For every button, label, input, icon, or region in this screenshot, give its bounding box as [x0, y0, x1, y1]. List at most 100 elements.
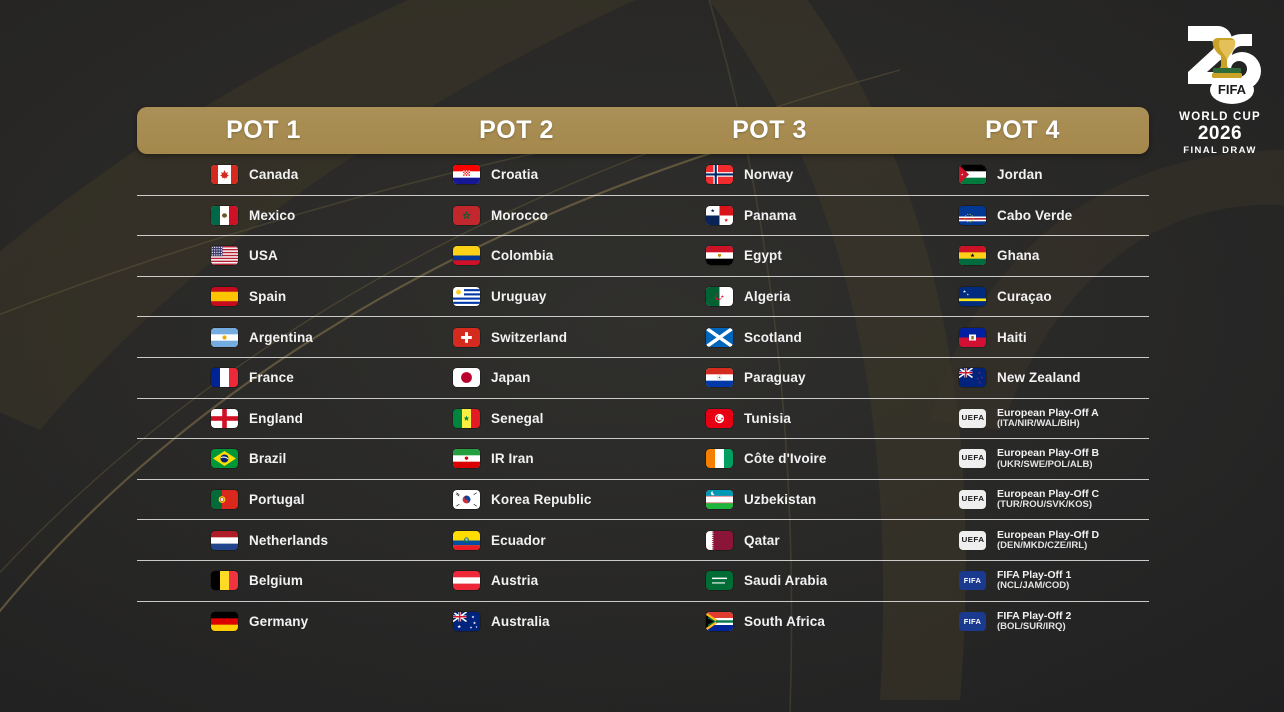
table-row[interactable]: IR Iran: [390, 438, 643, 479]
table-row[interactable]: Croatia: [390, 154, 643, 195]
team-name: Spain: [249, 289, 287, 305]
table-row[interactable]: New Zealand: [896, 356, 1149, 398]
table-row[interactable]: Netherlands: [137, 519, 390, 560]
fifa-world-cup-2026-logo: FIFA WORLD CUP 2026 FINAL DRAW: [1174, 16, 1266, 156]
table-row[interactable]: UEFA European Play-Off A (ITA/NIR/WAL/BIH): [896, 397, 1149, 439]
table-row[interactable]: Algeria: [643, 275, 896, 317]
uzbekistan-flag: [706, 490, 733, 510]
table-row[interactable]: Germany: [137, 600, 390, 642]
team-name: Egypt: [744, 248, 783, 264]
playoff-participants: (NCL/JAM/COD): [997, 580, 1070, 592]
table-row[interactable]: Austria: [390, 559, 643, 601]
table-row[interactable]: Brazil: [137, 438, 390, 479]
team-name: Korea Republic: [491, 492, 592, 508]
table-row[interactable]: Tunisia: [643, 397, 896, 439]
switzerland-flag: [453, 327, 480, 347]
table-row[interactable]: Argentina: [137, 316, 390, 357]
team-name: Mexico: [249, 207, 296, 223]
table-row[interactable]: Portugal: [137, 478, 390, 520]
england-flag: [211, 408, 238, 428]
table-row[interactable]: Spain: [137, 275, 390, 317]
table-row[interactable]: Mexico: [137, 194, 390, 236]
table-row[interactable]: Ecuador: [390, 519, 643, 560]
team-name: Belgium: [249, 573, 303, 589]
pot-column-3: Norway Panama Egypt Algeria Scotland Paraguay…: [643, 154, 896, 641]
table-row[interactable]: Uruguay: [390, 275, 643, 317]
table-row[interactable]: Cabo Verde: [896, 194, 1149, 236]
egypt-flag: [706, 246, 733, 266]
fifa-logo-text: FIFA: [963, 616, 982, 626]
table-row[interactable]: Curaçao: [896, 275, 1149, 317]
table-row[interactable]: Colombia: [390, 235, 643, 276]
team-name: Brazil: [249, 451, 287, 467]
paraguay-flag: [706, 368, 733, 388]
table-row[interactable]: UEFA European Play-Off C (TUR/ROU/SVK/KOS): [896, 478, 1149, 520]
table-row[interactable]: Senegal: [390, 397, 643, 439]
table-row[interactable]: England: [137, 397, 390, 439]
team-name: Portugal: [249, 492, 305, 508]
table-row[interactable]: FIFA FIFA Play-Off 2 (BOL/SUR/IRQ): [896, 600, 1149, 642]
table-row[interactable]: Norway: [643, 154, 896, 195]
ghana-flag: [959, 246, 986, 266]
table-row[interactable]: UEFA European Play-Off B (UKR/SWE/POL/ALB): [896, 438, 1149, 479]
qatar-flag: [706, 530, 733, 550]
table-row[interactable]: South Africa: [643, 600, 896, 642]
ecuador-flag: [453, 530, 480, 550]
table-row[interactable]: Egypt: [643, 235, 896, 276]
table-row[interactable]: Jordan: [896, 154, 1149, 195]
team-name: Colombia: [491, 248, 554, 264]
table-row[interactable]: Scotland: [643, 316, 896, 357]
table-row[interactable]: Australia: [390, 600, 643, 642]
fifa-logo-icon: FIFA: [959, 611, 986, 631]
team-name: Germany: [249, 613, 309, 629]
netherlands-flag: [211, 530, 238, 550]
table-row[interactable]: Belgium: [137, 559, 390, 601]
portugal-flag: [211, 490, 238, 510]
saudi-arabia-flag: [706, 571, 733, 591]
table-row[interactable]: Korea Republic: [390, 478, 643, 520]
table-row[interactable]: USA: [137, 235, 390, 276]
table-row[interactable]: Morocco: [390, 194, 643, 236]
team-name: New Zealand: [997, 370, 1081, 386]
table-row[interactable]: Japan: [390, 356, 643, 398]
cape-verde-flag: [959, 205, 986, 225]
playoff-name: European Play-Off A: [997, 406, 1099, 419]
table-row[interactable]: Saudi Arabia: [643, 559, 896, 601]
team-name: Norway: [744, 166, 794, 182]
playoff-label-group: European Play-Off D (DEN/MKD/CZE/IRL): [997, 529, 1099, 552]
table-row[interactable]: Ghana: [896, 235, 1149, 276]
table-row[interactable]: Côte d'Ivoire: [643, 438, 896, 479]
table-row[interactable]: Qatar: [643, 519, 896, 560]
playoff-participants: (DEN/MKD/CZE/IRL): [997, 539, 1088, 551]
uefa-logo-text: UEFA: [961, 536, 984, 544]
table-row[interactable]: FIFA FIFA Play-Off 1 (NCL/JAM/COD): [896, 559, 1149, 601]
playoff-participants: (ITA/NIR/WAL/BIH): [997, 417, 1080, 429]
curacao-flag: [959, 287, 986, 307]
team-name: Scotland: [744, 329, 802, 345]
ivory-coast-flag: [706, 449, 733, 469]
team-name: Netherlands: [249, 532, 329, 548]
spain-flag: [211, 287, 238, 307]
south-africa-flag: [706, 611, 733, 631]
team-name: Croatia: [491, 166, 539, 182]
table-row[interactable]: Canada: [137, 154, 390, 195]
team-name: IR Iran: [491, 451, 534, 467]
pot-column-4: Jordan Cabo Verde Ghana Curaçao Haiti New Zea…: [896, 154, 1149, 641]
table-row[interactable]: Panama: [643, 194, 896, 236]
table-row[interactable]: Haiti: [896, 316, 1149, 357]
logo-fifa-text: FIFA: [1218, 82, 1247, 97]
table-row[interactable]: Paraguay: [643, 356, 896, 398]
team-name: Algeria: [744, 289, 791, 305]
table-row[interactable]: France: [137, 356, 390, 398]
table-row[interactable]: Switzerland: [390, 316, 643, 357]
team-name: Switzerland: [491, 329, 568, 345]
team-name: Jordan: [997, 166, 1043, 182]
team-name: Austria: [491, 573, 539, 589]
team-name: Saudi Arabia: [744, 573, 828, 589]
table-row[interactable]: Uzbekistan: [643, 478, 896, 520]
pot-column-2: Croatia Morocco Colombia Uruguay Switzerland…: [390, 154, 643, 641]
team-name: Senegal: [491, 410, 544, 426]
mexico-flag: [211, 205, 238, 225]
table-row[interactable]: UEFA European Play-Off D (DEN/MKD/CZE/IRL): [896, 519, 1149, 560]
uefa-logo-icon: UEFA: [959, 530, 986, 550]
